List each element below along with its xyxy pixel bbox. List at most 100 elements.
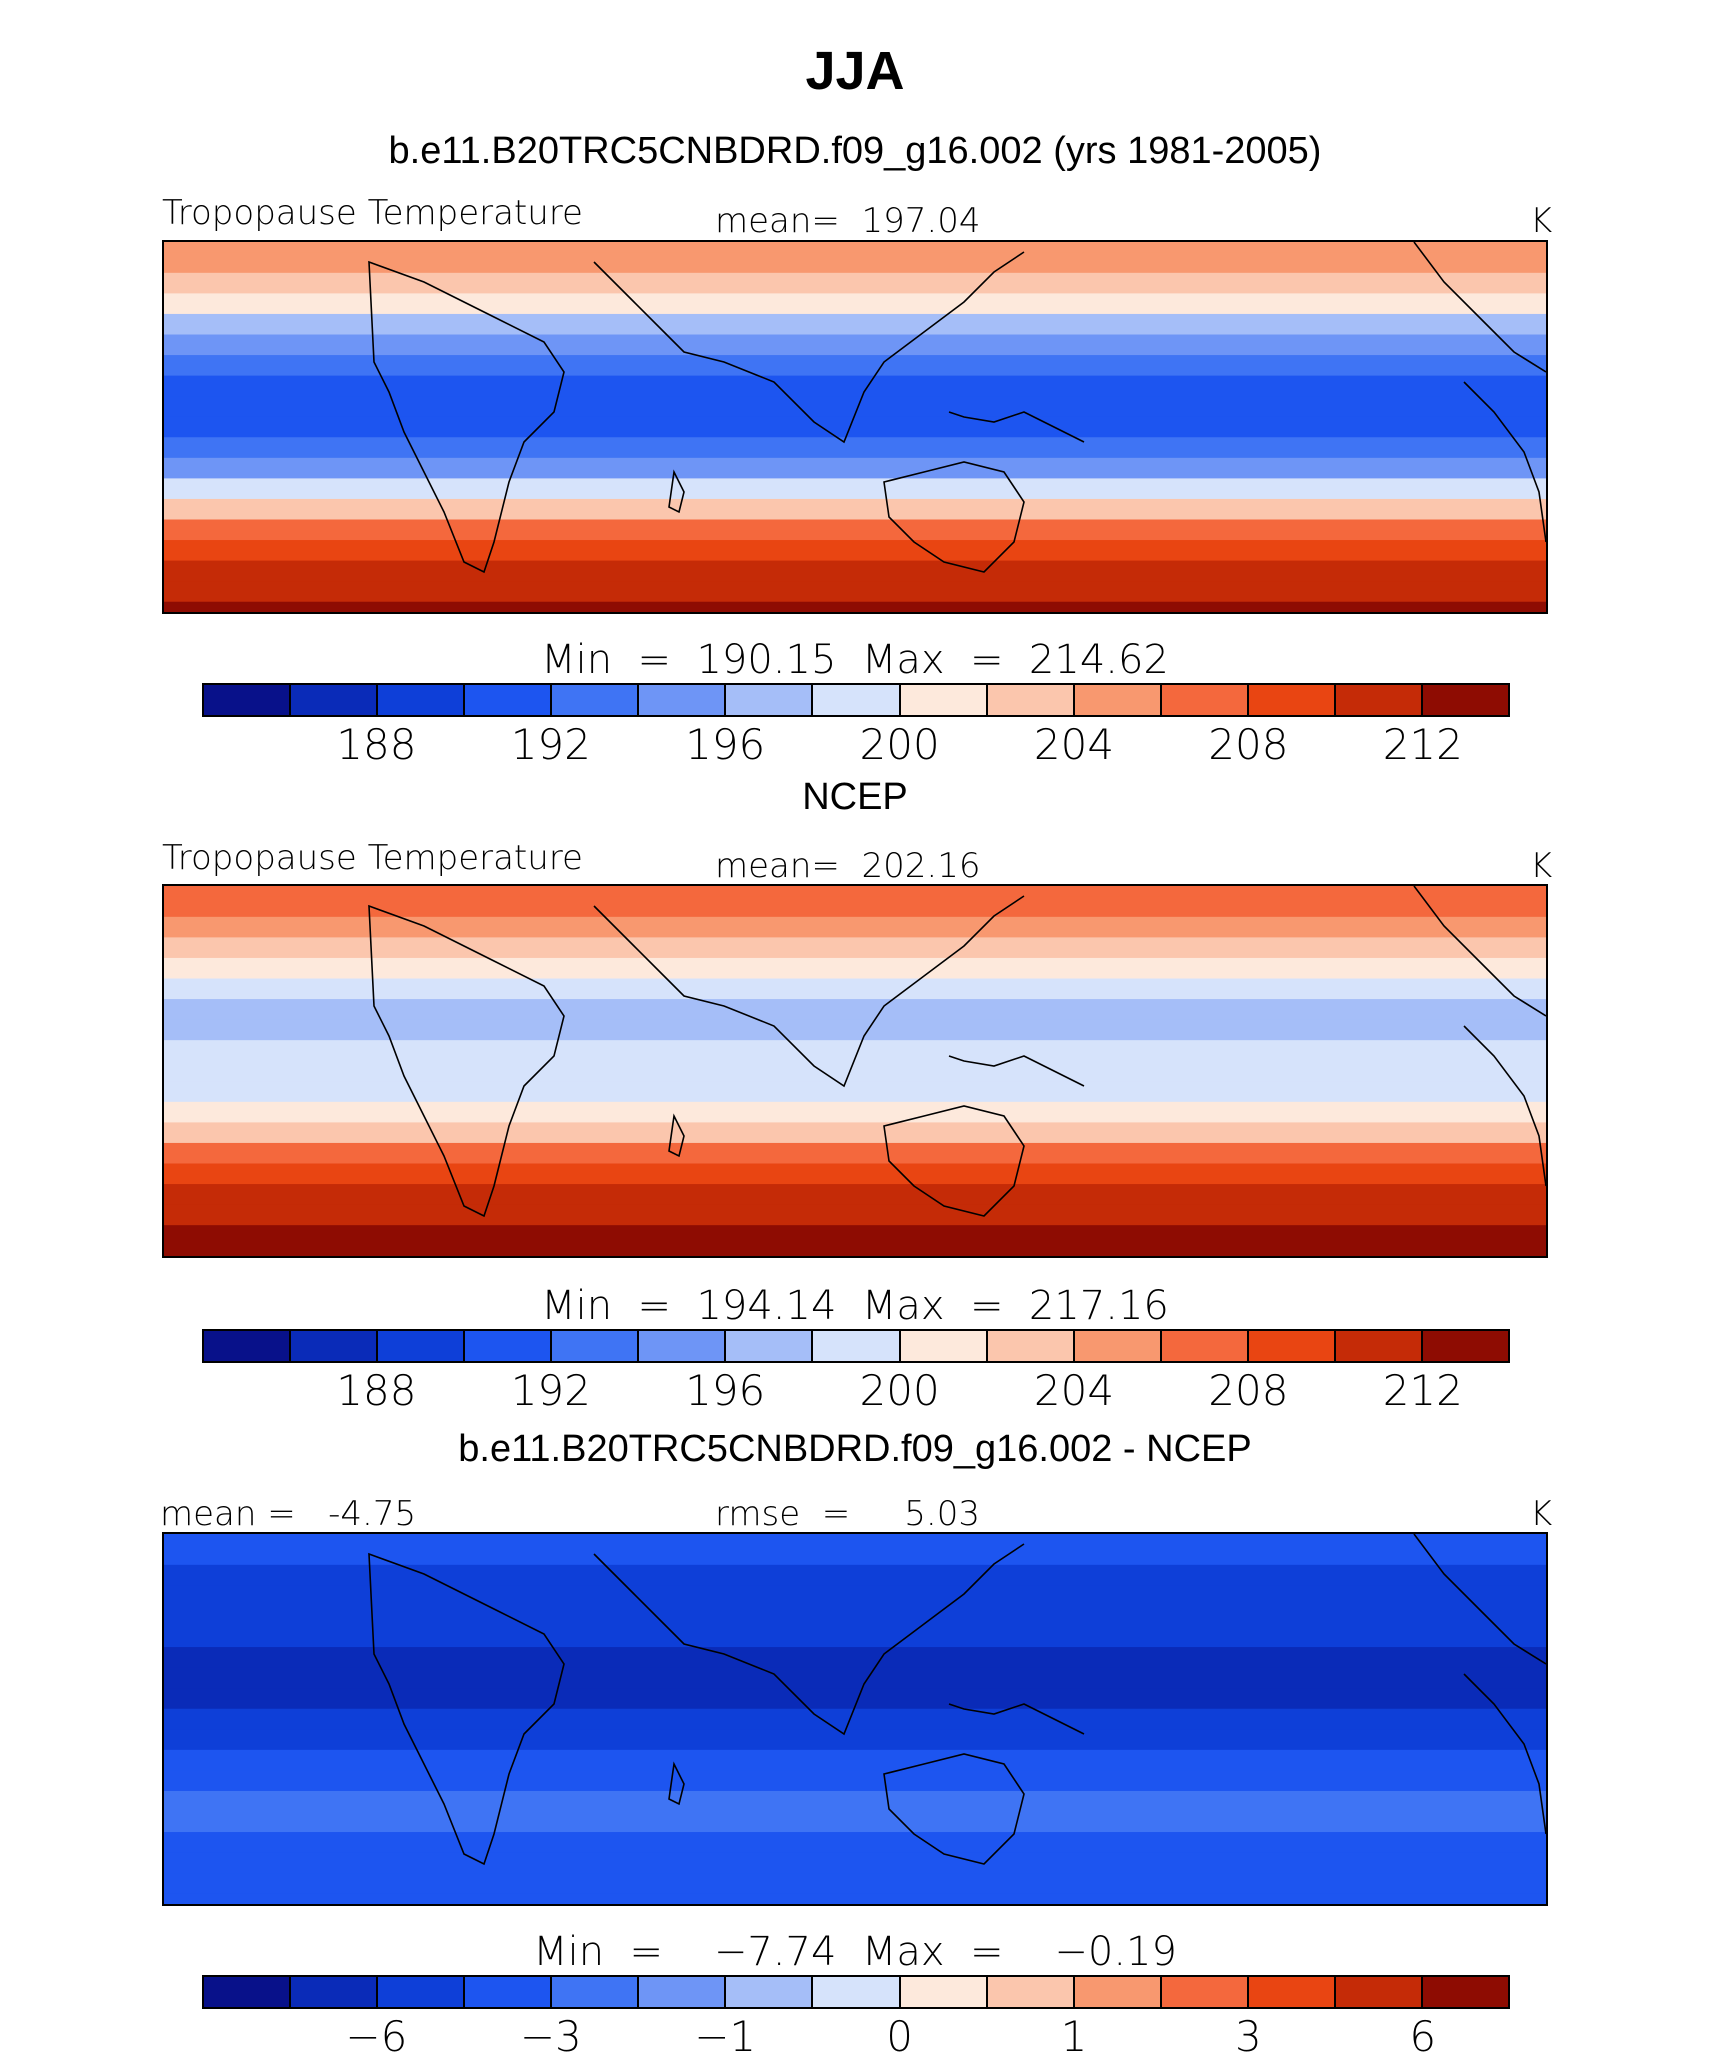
- contour-band-14: [164, 1790, 1546, 1812]
- coastline-4: [1413, 886, 1546, 1017]
- coastline-1: [368, 1552, 565, 1866]
- colorbar-cell-2: [291, 1977, 379, 2007]
- colorbar-tick-label: 212: [1382, 1366, 1463, 1415]
- contour-band-18: [164, 581, 1546, 603]
- colorbar-cell-15: [1422, 685, 1508, 715]
- contour-band-3: [164, 272, 1546, 294]
- colorbar-cell-3: [378, 685, 466, 715]
- contour-band-11: [164, 437, 1546, 459]
- contour-band-15: [164, 519, 1546, 541]
- colorbar-cell-8: [813, 1977, 901, 2007]
- colorbar-cell-7: [726, 1977, 814, 2007]
- panel-1-colorbar-ticks: 188 192 196 200 204 208 212: [0, 724, 1710, 772]
- colorbar-tick-label: 200: [859, 720, 940, 769]
- panel-3-colorbar-ticks: −6 −3 −1 0 1 3 6: [0, 2016, 1710, 2064]
- coastline-7: [668, 1761, 685, 1806]
- colorbar-cell-4: [465, 1331, 553, 1361]
- contour-band-10: [164, 416, 1546, 438]
- contour-band-10: [164, 1060, 1546, 1082]
- coastline-7: [668, 1113, 685, 1158]
- contour-band-17: [164, 1204, 1546, 1226]
- colorbar-cell-11: [1074, 1977, 1162, 2007]
- colorbar-cell-15: [1422, 1977, 1508, 2007]
- colorbar-tick-label: 212: [1382, 720, 1463, 769]
- contour-band-11: [164, 1729, 1546, 1751]
- colorbar-cell-2: [291, 1331, 379, 1361]
- panel-3-minmax: Min = −7.74 Max = −0.19: [533, 1929, 1177, 1975]
- coastline-4: [1413, 242, 1546, 373]
- contour-band-7: [164, 999, 1546, 1021]
- coastline-2: [593, 1543, 1025, 1736]
- panel-1-title: b.e11.B20TRC5CNBDRD.f09_g16.002 (yrs 198…: [388, 130, 1322, 172]
- contour-band-9: [164, 1688, 1546, 1710]
- contour-band-14: [164, 498, 1546, 520]
- contour-band-13: [164, 478, 1546, 500]
- colorbar-cell-14: [1335, 1331, 1423, 1361]
- contour-band-13: [164, 1122, 1546, 1144]
- contour-band-4: [164, 293, 1546, 315]
- panel-2-map: [162, 884, 1548, 1258]
- colorbar-tick-label: −6: [345, 2012, 408, 2061]
- contour-band-2: [164, 1544, 1546, 1566]
- panel-1-contour-field: [164, 242, 1546, 612]
- colorbar-cell-1: [204, 1977, 292, 2007]
- contour-band-1: [164, 1534, 1546, 1545]
- contour-band-15: [164, 1163, 1546, 1185]
- panel-1-units: K: [1530, 201, 1553, 241]
- panel-1-map: [162, 240, 1548, 614]
- panel-2-contour-field: [164, 886, 1546, 1256]
- contour-band-10: [164, 1708, 1546, 1730]
- colorbar-tick-label: 200: [859, 1366, 940, 1415]
- colorbar-cell-11: [1074, 685, 1162, 715]
- panel-3-map: [162, 1532, 1548, 1906]
- contour-band-5: [164, 957, 1546, 979]
- colorbar-tick-label: 204: [1033, 720, 1115, 769]
- contour-band-5: [164, 313, 1546, 335]
- colorbar-cell-4: [465, 1977, 553, 2007]
- panel-2-units: K: [1530, 846, 1553, 886]
- coastline-6: [948, 1703, 1085, 1735]
- contour-band-9: [164, 1040, 1546, 1062]
- colorbar-cell-9: [900, 1331, 988, 1361]
- colorbar-tick-label: −1: [694, 2012, 757, 2061]
- contour-band-6: [164, 978, 1546, 1000]
- colorbar-cell-10: [987, 1977, 1075, 2007]
- colorbar-cell-7: [726, 1331, 814, 1361]
- panel-2-title: NCEP: [802, 776, 908, 818]
- panel-1-colorbar: [202, 683, 1510, 717]
- panel-1-variable-label: Tropopause Temperature: [162, 193, 583, 233]
- colorbar-tick-label: 188: [336, 1366, 417, 1415]
- colorbar-cell-1: [204, 685, 292, 715]
- colorbar-cell-12: [1161, 1977, 1249, 2007]
- coastline-3: [883, 1105, 1025, 1217]
- colorbar-cell-6: [639, 1331, 727, 1361]
- colorbar-cell-9: [900, 685, 988, 715]
- colorbar-tick-label: 196: [685, 1366, 766, 1415]
- panel-1-minmax: Min = 190.15 Max = 214.62: [541, 637, 1169, 683]
- coastline-6: [948, 411, 1085, 443]
- colorbar-cell-13: [1248, 1977, 1336, 2007]
- colorbar-tick-label: 1: [1060, 2012, 1088, 2061]
- contour-band-18: [164, 1225, 1546, 1247]
- panel-2-minmax: Min = 194.14 Max = 217.16: [541, 1283, 1169, 1329]
- contour-band-4: [164, 937, 1546, 959]
- colorbar-tick-label: 204: [1033, 1366, 1115, 1415]
- contour-band-16: [164, 1832, 1546, 1854]
- coastline-1: [368, 904, 565, 1218]
- colorbar-cell-3: [378, 1977, 466, 2007]
- panel-1-mean-label: mean= 197.04: [715, 201, 981, 241]
- colorbar-cell-5: [552, 1977, 640, 2007]
- contour-band-19: [164, 1893, 1546, 1904]
- colorbar-cell-3: [378, 1331, 466, 1361]
- colorbar-tick-label: −3: [519, 2012, 582, 2061]
- panel-3-colorbar: [202, 1975, 1510, 2009]
- colorbar-cell-2: [291, 685, 379, 715]
- contour-band-12: [164, 457, 1546, 479]
- colorbar-cell-9: [900, 1977, 988, 2007]
- panel-2-colorbar-ticks: 188 192 196 200 204 208 212: [0, 1370, 1710, 1418]
- colorbar-tick-label: 0: [886, 2012, 913, 2061]
- colorbar-tick-label: 192: [510, 1366, 591, 1415]
- contour-band-4: [164, 1585, 1546, 1607]
- contour-band-8: [164, 375, 1546, 397]
- colorbar-cell-12: [1161, 685, 1249, 715]
